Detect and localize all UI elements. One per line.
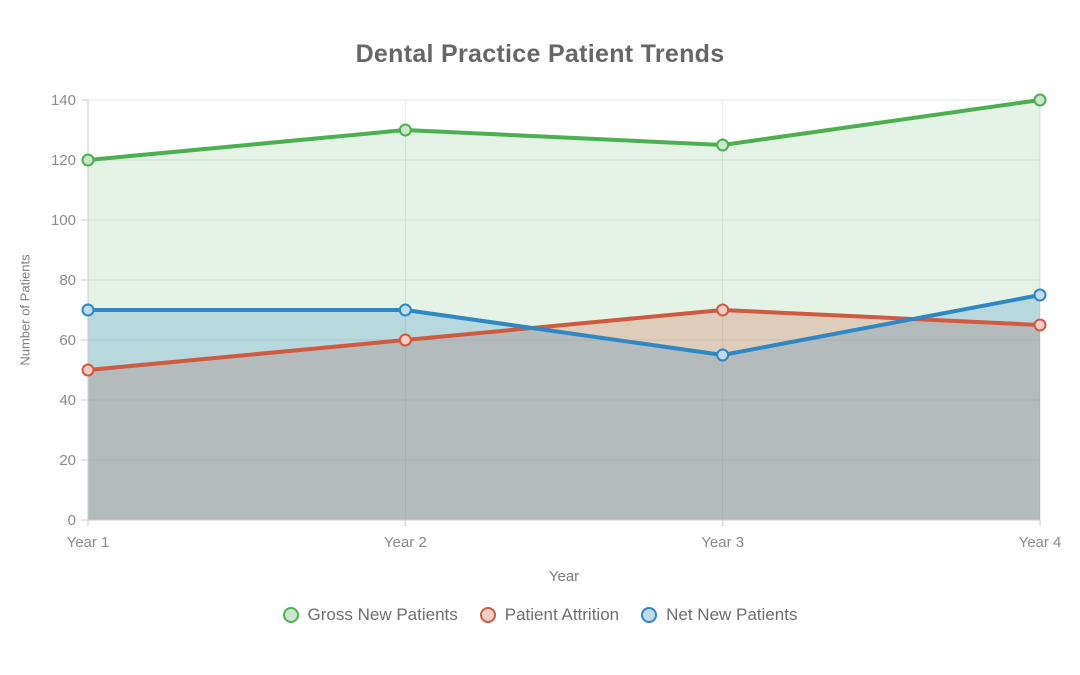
y-tick-label-80: 80 [59,272,76,289]
point-net-new-patients-year-1[interactable] [81,303,95,317]
legend-marker-red-icon [479,607,496,623]
legend-label: Patient Attrition [504,605,620,624]
legend-label: Net New Patients [666,605,798,624]
legend-marker-blue-icon [641,607,658,623]
legend-marker-green-icon [282,607,299,623]
legend-item-gross-new-patients[interactable]: Gross New Patients [282,605,458,625]
point-gross-new-patients-year-2[interactable] [398,123,412,137]
point-patient-attrition-year-2[interactable] [398,333,412,347]
point-net-new-patients-year-4[interactable] [1033,288,1047,302]
chart-title: Dental Practice Patient Trends [355,40,725,68]
y-tick-label-100: 100 [51,212,76,229]
point-patient-attrition-year-4[interactable] [1033,318,1047,332]
y-tick-label-20: 20 [59,452,76,469]
point-patient-attrition-year-1[interactable] [81,363,95,377]
series-line-net-new-patients [86,293,1042,357]
x-tick-label-year-3: Year 3 [701,534,744,551]
point-net-new-patients-year-2[interactable] [398,303,412,317]
point-gross-new-patients-year-3[interactable] [716,138,730,152]
y-tick-label-40: 40 [59,392,76,409]
legend-item-net-new-patients[interactable]: Net New Patients [641,605,797,625]
point-patient-attrition-year-3[interactable] [716,303,730,317]
point-net-new-patients-year-3[interactable] [716,348,730,362]
area-gross-new-patients [88,100,1040,520]
area-net-new-patients [88,295,1040,520]
legend: Gross New Patients Patient Attrition Net… [0,605,1080,625]
point-gross-new-patients-year-4[interactable] [1033,93,1047,107]
legend-item-patient-attrition[interactable]: Patient Attrition [479,605,620,625]
series-line-patient-attrition [86,308,1042,372]
point-gross-new-patients-year-1[interactable] [81,153,95,167]
x-tick-label-year-2: Year 2 [384,534,427,551]
y-tick-label-120: 120 [51,152,76,169]
legend-label: Gross New Patients [307,605,458,624]
y-tick-label-140: 140 [51,92,76,109]
y-tick-label-60: 60 [59,332,76,349]
y-axis-title: Number of Patients [17,254,33,366]
x-tick-label-year-1: Year 1 [67,534,110,551]
area-patient-attrition [88,310,1040,520]
x-axis-title: Year [548,568,580,585]
x-tick-label-year-4: Year 4 [1019,534,1062,551]
series-line-gross-new-patients [86,98,1042,162]
y-tick-label-0: 0 [68,512,76,529]
